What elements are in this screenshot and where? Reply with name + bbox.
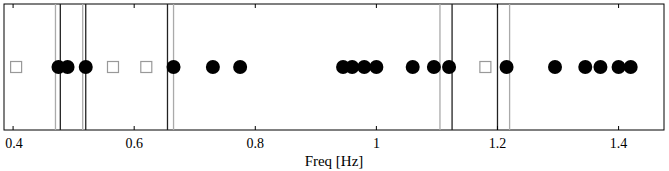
x-tick <box>497 126 498 130</box>
chart-root: 0.4 0.6 0.8 1 1.2 1.4 Freq [Hz] <box>0 0 669 171</box>
x-tick <box>134 126 135 130</box>
circle-point <box>612 60 626 74</box>
frequency-line <box>497 4 498 130</box>
x-tick-label: 1.2 <box>489 136 507 151</box>
circle-point <box>442 60 456 74</box>
circle-point <box>427 60 441 74</box>
circle-point <box>233 60 247 74</box>
circle-point <box>406 60 420 74</box>
x-tick-top <box>376 4 377 8</box>
square-point <box>141 62 152 73</box>
circle-point <box>206 60 220 74</box>
x-axis-label: Freq [Hz] <box>305 153 364 169</box>
circle-point <box>345 60 359 74</box>
circle-point <box>79 60 93 74</box>
square-point <box>107 62 118 73</box>
x-tick-label: 1.4 <box>610 136 628 151</box>
circle-point <box>548 60 562 74</box>
circle-point <box>578 60 592 74</box>
circle-point <box>167 60 181 74</box>
x-tick-top <box>618 4 619 8</box>
circle-point <box>61 60 75 74</box>
circle-point <box>500 60 514 74</box>
circle-point <box>593 60 607 74</box>
circle-point <box>369 60 383 74</box>
x-tick <box>255 126 256 130</box>
x-tick-top <box>255 4 256 8</box>
square-point <box>11 62 22 73</box>
x-tick-top <box>13 4 14 8</box>
x-tick <box>376 126 377 130</box>
square-point <box>480 62 491 73</box>
circle-point <box>357 60 371 74</box>
circle-point <box>624 60 638 74</box>
plot-frame <box>4 4 664 130</box>
x-tick-label: 0.4 <box>5 136 23 151</box>
x-tick-top <box>134 4 135 8</box>
x-tick-label: 1 <box>373 136 380 151</box>
chart-svg: 0.4 0.6 0.8 1 1.2 1.4 Freq [Hz] <box>0 0 669 171</box>
x-tick-top <box>497 4 498 8</box>
x-tick-label: 0.6 <box>125 136 143 151</box>
x-tick <box>13 126 14 130</box>
x-tick <box>618 126 619 130</box>
plot-area <box>11 4 638 130</box>
x-tick-label: 0.8 <box>247 136 265 151</box>
